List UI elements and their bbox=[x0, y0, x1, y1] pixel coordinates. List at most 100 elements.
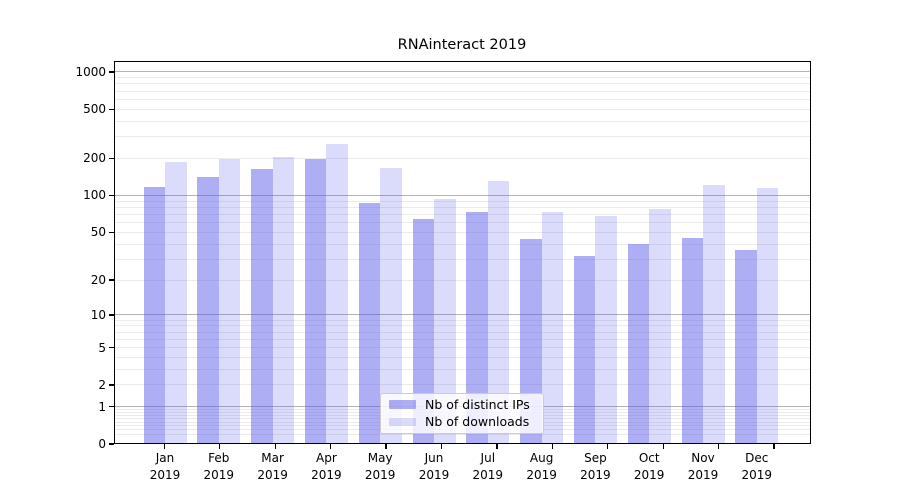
x-tick-label: Mar 2019 bbox=[257, 450, 288, 483]
bar-downloads-dec bbox=[756, 188, 779, 444]
bar-downloads-oct bbox=[649, 208, 671, 444]
gridline-minor bbox=[113, 279, 811, 281]
y-tick-mark bbox=[108, 231, 114, 233]
gridline-minor bbox=[113, 120, 811, 122]
gridline-minor bbox=[113, 200, 811, 202]
x-tick-mark bbox=[718, 444, 720, 449]
y-tick-label: 5 bbox=[98, 340, 106, 355]
y-tick-label: 0 bbox=[98, 437, 106, 451]
x-tick-mark bbox=[773, 444, 775, 449]
x-tick-label: Apr 2019 bbox=[311, 450, 342, 483]
gridline-minor bbox=[113, 384, 811, 386]
gridline-minor bbox=[113, 222, 811, 224]
y-tick-mark bbox=[108, 314, 114, 316]
bar-downloads-jul bbox=[487, 181, 510, 444]
bar-ips-oct bbox=[627, 244, 650, 444]
y-tick-mark bbox=[108, 346, 114, 349]
y-tick-mark bbox=[108, 71, 114, 73]
bar-ips-sep bbox=[573, 255, 596, 444]
x-tick-label: Nov 2019 bbox=[687, 450, 719, 483]
x-tick-label: Jan 2019 bbox=[149, 450, 181, 483]
bar-ips-jan bbox=[143, 186, 165, 444]
gridline-minor bbox=[113, 231, 811, 233]
bar-downloads-mar bbox=[272, 156, 295, 444]
x-tick-label: Aug 2019 bbox=[526, 450, 557, 483]
x-tick-mark bbox=[163, 444, 165, 449]
gridline-minor bbox=[113, 356, 811, 358]
gridline-minor bbox=[113, 90, 811, 92]
y-tick-mark bbox=[108, 384, 114, 386]
gridline-minor bbox=[113, 157, 811, 159]
bar-downloads-sep bbox=[595, 215, 617, 444]
x-tick-mark bbox=[385, 444, 387, 449]
bar-ips-mar bbox=[251, 168, 273, 444]
x-tick-mark bbox=[329, 444, 332, 449]
gridline-minor bbox=[113, 325, 811, 327]
y-tick-label: 200 bbox=[83, 151, 106, 166]
bar-ips-feb bbox=[197, 176, 219, 444]
gridline-minor bbox=[113, 433, 811, 435]
bar-downloads-feb bbox=[218, 158, 241, 444]
y-tick-mark bbox=[108, 279, 114, 281]
gridline-minor bbox=[113, 213, 811, 215]
bar-downloads-apr bbox=[326, 144, 348, 444]
legend: Nb of distinct IPs Nb of downloads bbox=[380, 392, 544, 434]
x-tick-label: May 2019 bbox=[364, 450, 396, 483]
y-tick-mark bbox=[108, 157, 114, 160]
gridline-minor bbox=[113, 319, 811, 321]
x-tick-label: Jul 2019 bbox=[472, 450, 504, 483]
x-tick-mark bbox=[607, 444, 609, 449]
gridline-minor bbox=[113, 83, 811, 85]
gridline-minor bbox=[113, 77, 811, 79]
bar-ips-nov bbox=[681, 237, 703, 444]
x-tick-mark bbox=[440, 444, 443, 449]
gridline-minor bbox=[113, 98, 811, 100]
x-tick-label: Sep 2019 bbox=[580, 450, 611, 483]
bar-downloads-may bbox=[380, 168, 402, 444]
bar-downloads-jun bbox=[434, 198, 456, 444]
y-tick-mark bbox=[108, 443, 114, 445]
bar-ips-may bbox=[358, 202, 381, 444]
gridline-major bbox=[113, 194, 811, 196]
chart-title: RNAinteract 2019 bbox=[397, 37, 527, 53]
legend-label-distinct-ips: Nb of distinct IPs bbox=[425, 396, 530, 412]
y-tick-label: 10 bbox=[90, 307, 106, 322]
gridline-minor bbox=[113, 136, 811, 138]
bar-ips-apr bbox=[304, 158, 327, 444]
y-tick-label: 2 bbox=[98, 377, 106, 392]
legend-swatch-distinct-ips bbox=[389, 400, 416, 409]
x-tick-label: Jun 2019 bbox=[418, 450, 450, 483]
legend-item-distinct-ips: Nb of distinct IPs bbox=[381, 396, 543, 413]
y-tick-label: 20 bbox=[90, 273, 106, 288]
bar-downloads-nov bbox=[703, 184, 725, 444]
x-tick-label: Feb 2019 bbox=[203, 450, 235, 483]
gridline-major bbox=[113, 314, 811, 316]
y-tick-label: 1 bbox=[98, 399, 106, 414]
gridline-minor bbox=[113, 368, 811, 370]
gridline-minor bbox=[113, 243, 811, 245]
gridline-minor bbox=[113, 258, 811, 260]
x-tick-mark bbox=[496, 444, 498, 449]
gridline-minor bbox=[113, 338, 811, 340]
y-tick-mark bbox=[108, 108, 114, 110]
bar-ips-dec bbox=[735, 249, 757, 444]
legend-label-downloads: Nb of downloads bbox=[425, 414, 530, 430]
y-tick-label: 1000 bbox=[75, 64, 106, 79]
legend-item-downloads: Nb of downloads bbox=[381, 413, 543, 430]
x-tick-mark bbox=[219, 444, 221, 449]
x-tick-label: Dec 2019 bbox=[741, 450, 773, 483]
gridline-minor bbox=[113, 108, 811, 110]
bar-downloads-aug bbox=[541, 212, 564, 444]
bar-ips-jul bbox=[466, 212, 488, 444]
gridline-minor bbox=[113, 331, 811, 333]
x-tick-mark bbox=[662, 444, 664, 449]
plot-area bbox=[113, 60, 811, 444]
gridline-minor bbox=[113, 347, 811, 348]
bar-downloads-jan bbox=[165, 162, 187, 444]
y-tick-label: 100 bbox=[83, 188, 106, 203]
y-tick-label: 50 bbox=[90, 225, 106, 240]
gridline-minor bbox=[113, 206, 811, 208]
y-tick-mark bbox=[108, 406, 114, 408]
gridline-major bbox=[113, 71, 811, 73]
